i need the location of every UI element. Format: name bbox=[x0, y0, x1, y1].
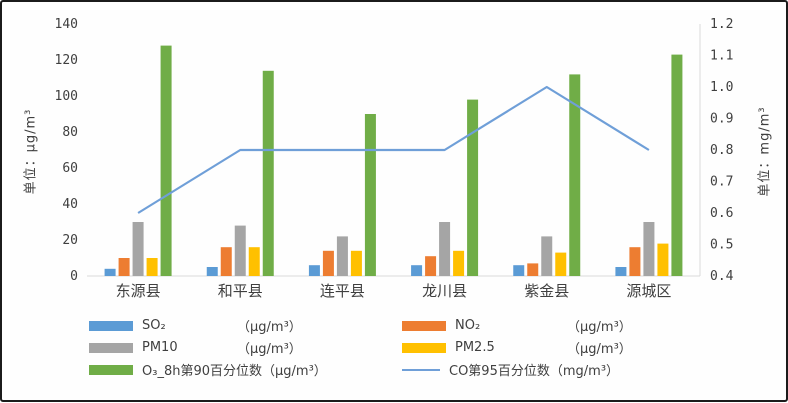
left-axis-tick-label: 0 bbox=[70, 269, 78, 284]
bar-pm10 bbox=[541, 236, 553, 276]
legend-color-swatch bbox=[402, 320, 446, 331]
legend-series-name: NO₂ bbox=[455, 318, 481, 333]
legend-color-swatch bbox=[89, 364, 133, 375]
right-axis-tick-label: 1.0 bbox=[710, 80, 733, 95]
bar-no bbox=[220, 247, 232, 276]
left-axis-tick-label: 120 bbox=[55, 53, 78, 68]
bar-o3 bbox=[364, 114, 376, 276]
category-label: 龙川县 bbox=[422, 282, 467, 300]
bar-o3 bbox=[262, 70, 274, 276]
bar-o3 bbox=[569, 74, 581, 277]
right-axis-title: 单位：mg/m³ bbox=[757, 106, 773, 197]
legend-series-name: CO第95百分位数 bbox=[449, 364, 550, 379]
bar-pm2.5 bbox=[350, 250, 362, 276]
right-axis-tick-label: 1.2 bbox=[710, 17, 733, 32]
right-axis-tick-label: 0.9 bbox=[710, 112, 733, 127]
legend-color-swatch bbox=[89, 342, 133, 353]
right-axis-tick-label: 0.4 bbox=[710, 269, 734, 284]
bar-pm10 bbox=[439, 222, 451, 276]
bar-no bbox=[425, 256, 437, 276]
legend-series-unit: （μg/m³） bbox=[567, 320, 632, 335]
bar-pm2.5 bbox=[453, 250, 465, 276]
bar-pm10 bbox=[234, 225, 246, 276]
right-axis-tick-label: 0.8 bbox=[710, 143, 733, 158]
bar-pm2.5 bbox=[555, 252, 567, 276]
combo-chart: 0 20 40 60 80 100 120 140 0.4 0.5 0.6 0.7 0.8 0.9 1.0 1… bbox=[55, 17, 734, 300]
bar-pm10 bbox=[132, 222, 144, 276]
right-axis-tick-label: 0.6 bbox=[710, 206, 733, 221]
bar-o3 bbox=[467, 99, 479, 276]
bar-no bbox=[118, 258, 130, 276]
legend-series-name: O₃_8h第90百分位数 bbox=[142, 364, 262, 379]
co-line-series bbox=[137, 85, 650, 214]
left-axis-tick-label: 100 bbox=[55, 89, 78, 104]
right-axis-tick-label: 0.7 bbox=[710, 175, 733, 190]
legend-item: O₃_8h第90百分位数 （μg/m³） bbox=[89, 362, 402, 379]
bar-o3 bbox=[160, 45, 172, 276]
legend-series-unit: （μg/m³） bbox=[262, 364, 327, 379]
bar-so bbox=[411, 265, 423, 276]
bar-no bbox=[527, 263, 539, 276]
legend-item: PM10 （μg/m³） bbox=[89, 340, 402, 357]
category-label: 东源县 bbox=[116, 282, 161, 300]
legend-color-swatch bbox=[402, 342, 446, 353]
bar-no bbox=[322, 250, 334, 276]
bar-so bbox=[206, 267, 218, 276]
category-label: 紫金县 bbox=[524, 282, 569, 300]
legend-series-unit: （μg/m³） bbox=[567, 342, 632, 357]
left-axis-tick-label: 140 bbox=[55, 17, 78, 32]
chart-legend: SO₂ （μg/m³） NO₂ （μg/m³） PM10 （μg/m³） PM2.5 … bbox=[89, 318, 749, 379]
legend-series-name: PM2.5 bbox=[455, 340, 495, 355]
right-axis-tick-label: 0.5 bbox=[710, 238, 733, 253]
legend-series-name: PM10 bbox=[142, 340, 178, 355]
bar-so bbox=[615, 267, 627, 276]
legend-item: NO₂ （μg/m³） bbox=[402, 318, 749, 335]
left-axis-tick-label: 60 bbox=[62, 161, 78, 176]
left-axis-tick-label: 80 bbox=[62, 125, 78, 140]
category-label: 和平县 bbox=[218, 282, 263, 300]
legend-series-unit: （μg/m³） bbox=[237, 342, 302, 357]
right-axis-tick-label: 1.1 bbox=[710, 49, 733, 64]
category-label: 源城区 bbox=[626, 282, 671, 300]
left-axis-tick-label: 40 bbox=[62, 197, 78, 212]
bar-so bbox=[513, 265, 525, 276]
category-label: 连平县 bbox=[320, 282, 365, 300]
bar-pm2.5 bbox=[146, 258, 158, 276]
left-axis-tick-label: 20 bbox=[62, 233, 78, 248]
legend-series-unit: （mg/m³） bbox=[549, 364, 620, 379]
bar-pm10 bbox=[643, 222, 655, 276]
legend-series-name: SO₂ bbox=[142, 318, 166, 333]
legend-series-unit: （μg/m³） bbox=[237, 320, 302, 335]
bar-no bbox=[629, 247, 641, 276]
legend-item: CO第95百分位数 （mg/m³） bbox=[402, 362, 749, 379]
bar-o3 bbox=[671, 54, 683, 276]
bar-pm2.5 bbox=[248, 247, 260, 276]
bar-so bbox=[104, 268, 116, 276]
legend-item: SO₂ （μg/m³） bbox=[89, 318, 402, 335]
bar-so bbox=[308, 265, 320, 276]
legend-color-swatch bbox=[89, 320, 133, 331]
left-axis-title: 单位：μg/m³ bbox=[23, 108, 39, 195]
legend-line-swatch bbox=[402, 368, 440, 371]
bar-pm2.5 bbox=[657, 243, 669, 276]
legend-item: PM2.5 （μg/m³） bbox=[402, 340, 749, 357]
bar-pm10 bbox=[336, 236, 348, 276]
